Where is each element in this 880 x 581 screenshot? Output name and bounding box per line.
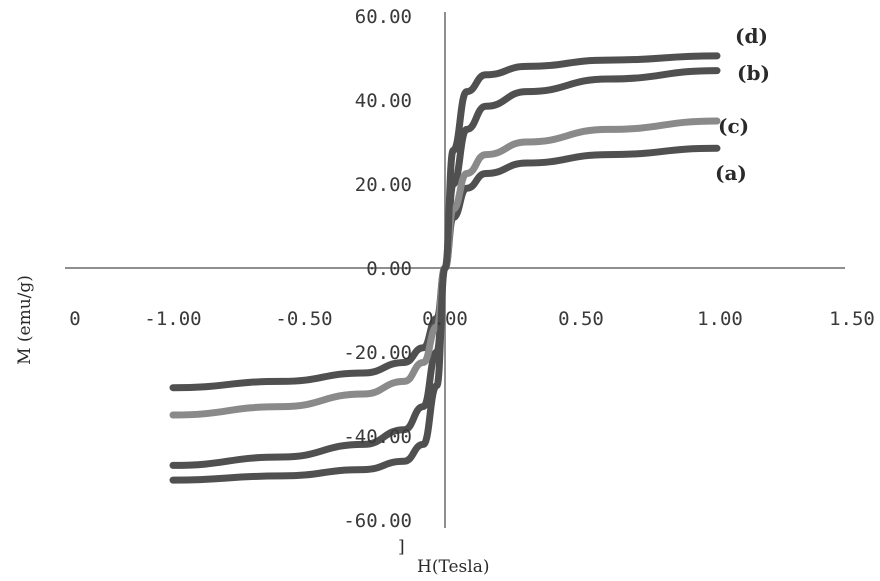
y-tick-label: 20.00 [355, 174, 412, 196]
x-axis-label: H(Tesla) [417, 557, 489, 577]
x-tick-label: -1.00 [144, 308, 201, 330]
y-tick-label: 0.00 [366, 258, 412, 280]
curve-label: (d) [735, 24, 768, 48]
x-tick-label: 1.00 [697, 308, 743, 330]
curve-labels: (a) (b) (c) (d) [715, 24, 770, 185]
series-line-4 [169, 52, 721, 484]
y-tick-label: -40.00 [343, 426, 412, 448]
curve-label: (a) [715, 161, 747, 185]
x-tick-label: -0.50 [275, 308, 332, 330]
x-tick-label: 0.00 [422, 308, 468, 330]
y-tick-label: -60.00 [343, 510, 412, 532]
x-tick-label: 0 [69, 308, 80, 330]
curve-label: (c) [718, 114, 749, 138]
y-axis-label: M (emu/g) [15, 275, 35, 365]
axes [65, 12, 845, 528]
x-tick-label: 0.50 [558, 308, 604, 330]
x-tick-labels: 0 -1.00 -0.50 0.00 0.50 1.00 1.50 [69, 308, 875, 330]
curves-group [169, 52, 721, 484]
stray-bracket-mark: ] [398, 537, 405, 557]
y-tick-label: 40.00 [355, 90, 412, 112]
x-tick-label: 1.50 [829, 308, 875, 330]
y-tick-labels: 60.00 40.00 20.00 0.00 -20.00 -40.00 -60.00 [343, 6, 412, 532]
curve-label: (b) [737, 61, 770, 85]
y-tick-label: -20.00 [343, 342, 412, 364]
y-tick-label: 60.00 [355, 6, 412, 28]
